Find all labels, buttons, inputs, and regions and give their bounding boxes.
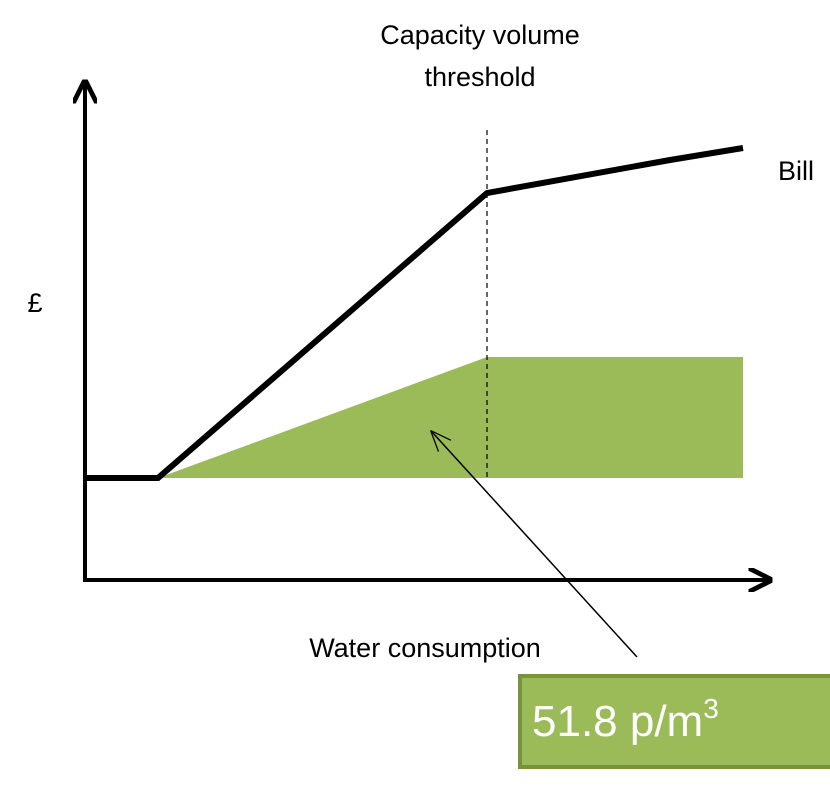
threshold-label: Capacity volume xyxy=(380,20,580,50)
pointer-arrow xyxy=(432,432,638,658)
bill-label: Bill xyxy=(778,156,814,186)
green-area xyxy=(158,357,743,478)
price-box xyxy=(522,678,830,765)
price-superscript: 3 xyxy=(703,693,719,724)
price-value: 51.8 p/m xyxy=(532,697,703,746)
x-axis-label: Water consumption xyxy=(309,633,541,663)
price-text: 51.8 p/m3 xyxy=(532,693,719,746)
currency-label: £ xyxy=(27,288,42,318)
threshold-label: threshold xyxy=(424,62,535,92)
bill-line xyxy=(85,145,744,481)
